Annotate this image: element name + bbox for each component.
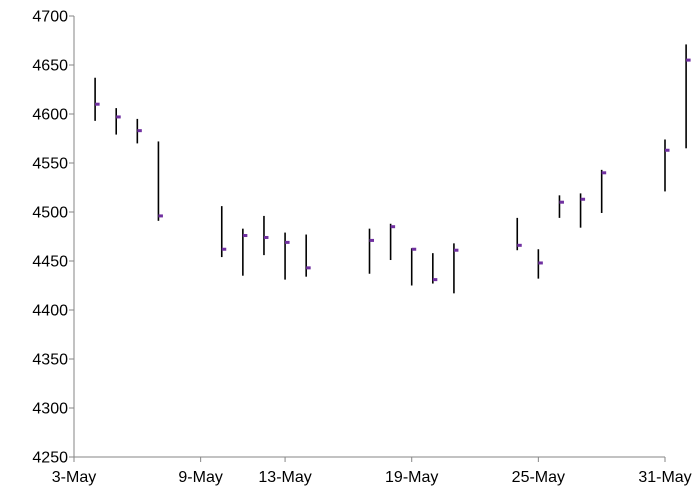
close-marker (559, 200, 564, 204)
y-tick-label: 4600 (32, 107, 68, 124)
y-axis-ticks: 4250 4300 4350 4400 4450 4500 4550 4600 4650 4700 (32, 9, 74, 467)
x-tick-label: 9-May (178, 469, 222, 486)
y-tick-label: 4400 (32, 303, 68, 320)
y-tick-label: 4350 (32, 352, 68, 369)
close-marker (390, 225, 396, 229)
x-tick-label: 31-May (638, 469, 691, 486)
close-marker (285, 240, 290, 244)
close-marker (538, 261, 543, 265)
close-marker (242, 234, 248, 238)
close-marker (453, 248, 459, 252)
y-tick-label: 4250 (32, 450, 68, 467)
close-marker (137, 129, 142, 133)
x-tick-label: 3-May (52, 469, 96, 486)
close-marker (95, 102, 100, 106)
chart-axes (73, 16, 665, 458)
close-marker (263, 235, 269, 239)
close-marker (411, 247, 417, 251)
close-marker (158, 214, 163, 218)
x-tick-label: 19-May (385, 469, 438, 486)
y-tick-label: 4450 (32, 254, 68, 271)
y-tick-label: 4500 (32, 205, 68, 222)
close-marker (665, 148, 670, 152)
close-marker (580, 197, 586, 201)
y-tick-label: 4550 (32, 156, 68, 173)
close-marker (306, 266, 311, 270)
close-marker (686, 58, 691, 62)
close-marker (116, 115, 121, 119)
close-marker (517, 243, 522, 247)
x-tick-label: 25-May (512, 469, 565, 486)
x-tick-label: 13-May (258, 469, 311, 486)
close-marker (221, 247, 227, 251)
close-marker (601, 171, 607, 175)
y-tick-label: 4300 (32, 401, 68, 418)
x-axis-ticks: 3-May 9-May 13-May 19-May 25-May 31-May (52, 457, 692, 486)
close-marker (432, 278, 438, 282)
y-tick-label: 4700 (32, 9, 68, 26)
price-bars (94, 44, 691, 294)
close-marker (369, 238, 374, 242)
y-tick-label: 4650 (32, 58, 68, 75)
